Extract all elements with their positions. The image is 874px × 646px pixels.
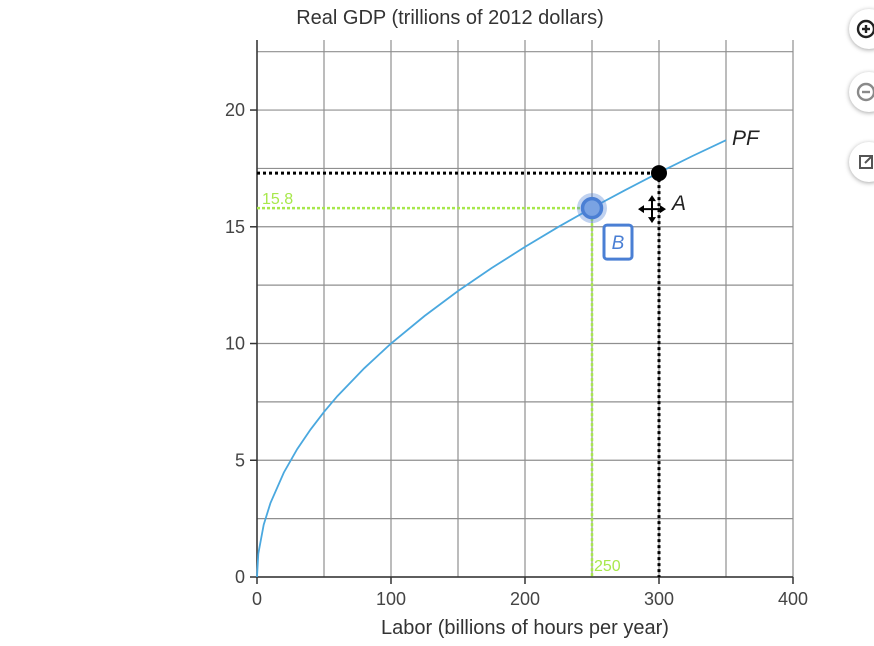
zoom-out-button[interactable] [849, 72, 874, 112]
move-icon[interactable] [638, 195, 666, 224]
move-icon-up [648, 195, 656, 202]
chart-series: PF [256, 127, 760, 578]
y-tick-label: 15 [225, 217, 245, 237]
move-icon-down [648, 217, 656, 224]
move-icon-left [638, 205, 644, 214]
series-line-pf [256, 139, 727, 578]
x-tick-label: 300 [644, 589, 674, 609]
point-label-a: A [670, 192, 686, 215]
chart-guides: 15.8 250 [257, 171, 661, 577]
point-b[interactable] [580, 196, 604, 220]
x-tick-label: 200 [510, 589, 540, 609]
point-label-b: B [612, 233, 625, 254]
chart-points[interactable]: AB [577, 165, 686, 261]
x-tick-label: 400 [778, 589, 808, 609]
plus-circle-icon [856, 19, 874, 39]
guide-value-label-x: 250 [594, 558, 621, 575]
point-label-box-b[interactable] [602, 223, 634, 261]
move-icon-right [660, 205, 666, 214]
chart-axes: 0 100 200 300 400 0 5 10 15 20 [225, 40, 808, 609]
point-a[interactable] [651, 165, 667, 182]
x-axis-title: Labor (billions of hours per year) [381, 617, 669, 639]
chart-grid [256, 40, 794, 578]
y-tick-label: 0 [235, 567, 245, 587]
y-tick-label: 20 [225, 100, 245, 120]
guide-value-label-y: 15.8 [262, 191, 293, 208]
y-tick-label: 10 [225, 334, 245, 354]
x-tick-label: 0 [252, 589, 262, 609]
zoom-in-button[interactable] [849, 9, 874, 49]
y-axis-title: Real GDP (trillions of 2012 dollars) [296, 7, 604, 29]
popout-button[interactable] [849, 142, 874, 182]
series-label-pf: PF [732, 127, 760, 150]
open-external-icon [859, 155, 873, 169]
x-tick-label: 100 [376, 589, 406, 609]
minus-circle-icon [856, 82, 874, 102]
y-tick-label: 5 [235, 450, 245, 470]
